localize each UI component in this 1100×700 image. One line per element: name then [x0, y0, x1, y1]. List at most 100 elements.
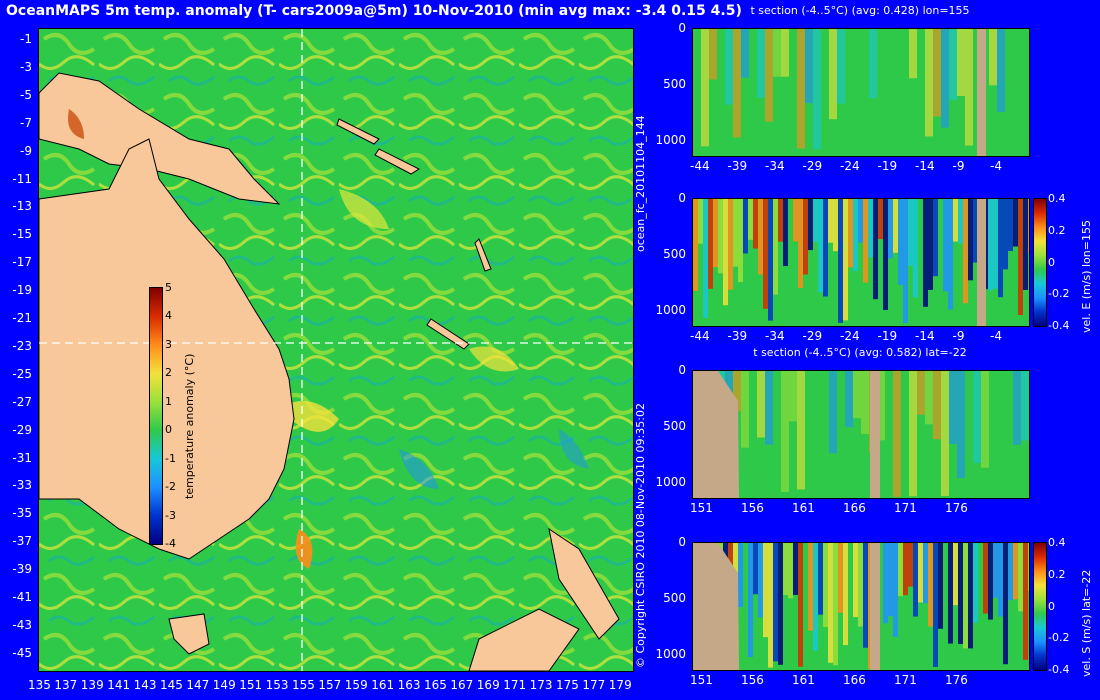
lon-tick-label: 161 [371, 678, 395, 692]
section-colorbar [1033, 542, 1047, 671]
section-x-tick: -4 [990, 159, 1002, 173]
colorbar-tick-label: 0 [165, 423, 172, 437]
lon-tick-label: 159 [344, 678, 368, 692]
lon-tick-label: 165 [424, 678, 447, 692]
lat-tick-label: -21 [12, 311, 32, 325]
lon-tick-label: 149 [212, 678, 236, 692]
lon-tick-label: 135 [28, 678, 51, 692]
lat-tick-label: -39 [12, 562, 32, 577]
section-x-tick: -14 [915, 329, 935, 343]
lon-tick-label: 153 [265, 678, 289, 692]
lon-tick-label: 137 [54, 678, 78, 692]
colorbar-tick-label: -4 [165, 537, 176, 550]
lat-tick-label: -29 [12, 422, 32, 437]
section-x-tick: -9 [952, 159, 965, 173]
section-depth-tick: 1000 [655, 303, 686, 317]
lat-tick-label: -11 [12, 171, 32, 186]
section-depth-tick: 1000 [655, 133, 686, 147]
lat-tick-label: -43 [12, 617, 32, 632]
section-colorbar-tick: -0.4 [1048, 319, 1070, 332]
lat-tick-label: -41 [12, 590, 32, 604]
lat-tick-label: -23 [12, 338, 32, 353]
section-x-tick: 171 [894, 501, 917, 515]
section-colorbar-tick: -0.4 [1048, 663, 1070, 676]
section-x-tick: -19 [877, 329, 898, 343]
section-canvas [693, 29, 1029, 156]
section-colorbar-tick: 0 [1048, 255, 1055, 269]
lon-tick-label: 169 [476, 678, 500, 692]
map-lat-ticks: -1 -3 -5 -7 -9 -11 -13 -15 -17 -19 -21 -23 -25 -27 -29… [0, 28, 36, 670]
section-depth-tick: 0 [678, 191, 686, 205]
colorbar-tick-label: 4 [165, 309, 172, 323]
section-x-tick: -44 [690, 159, 710, 173]
section-depth-tick: 500 [663, 77, 686, 91]
lon-tick-label: 167 [450, 678, 474, 692]
map-colorbar [149, 287, 163, 545]
section-x-tick: -39 [727, 329, 748, 343]
colorbar-tick-label: -1 [165, 451, 176, 465]
section-panel [692, 542, 1030, 671]
map-canvas [39, 29, 633, 671]
section-x-tick: -44 [690, 329, 710, 343]
land-tasmania [168, 613, 210, 655]
section-x-tick: 176 [945, 501, 968, 515]
lat-tick-label: -3 [20, 59, 32, 74]
lon-tick-label: 145 [160, 678, 183, 692]
lon-tick-label: 157 [318, 678, 342, 692]
section-x-tick: 156 [741, 501, 764, 515]
section-x-tick: 151 [690, 501, 713, 515]
section-colorbar-tick: 0.2 [1048, 567, 1066, 581]
section-panel [692, 28, 1030, 157]
lon-tick-label: 151 [239, 678, 263, 692]
land-new-zealand [548, 527, 620, 640]
land-new-caledonia [426, 318, 470, 350]
section-depth-tick: 0 [678, 363, 686, 377]
colorbar-tick-label: 2 [165, 366, 172, 380]
section-title: t section (-4..5°C) (avg: 0.428) lon=155 [750, 4, 970, 17]
section-canvas [693, 543, 1029, 670]
section-x-tick: -34 [765, 159, 785, 173]
section-colorbar-tick: -0.2 [1048, 631, 1070, 645]
section-x-tick: 161 [792, 673, 815, 687]
lat-tick-label: -45 [12, 645, 32, 660]
lat-tick-label: -19 [12, 283, 32, 298]
lat-tick-label: -1 [20, 32, 32, 46]
lat-tick-label: -17 [12, 255, 32, 270]
lat-tick-label: -33 [12, 478, 32, 493]
lon-tick-label: 139 [80, 678, 104, 692]
section-canvas [693, 371, 1029, 498]
section-depth-tick: 500 [663, 591, 686, 605]
section-colorbar-tick: 0 [1048, 599, 1055, 613]
section-colorbar-tick: 0.4 [1048, 536, 1066, 549]
lat-tick-label: -27 [12, 394, 32, 409]
section-x-tick: -14 [915, 159, 935, 173]
lat-tick-label: -9 [20, 143, 32, 158]
section-depth-tick: 1000 [655, 647, 686, 661]
lon-tick-label: 147 [186, 678, 210, 692]
section-x-tick: -34 [765, 329, 785, 343]
section-x-tick: -24 [840, 159, 860, 173]
section-x-tick: 166 [843, 501, 866, 515]
lat-tick-label: -37 [12, 534, 32, 549]
colorbar-tick-label: -3 [165, 508, 176, 522]
section-colorbar-label: vel. E (m/s) lon=155 [1080, 220, 1093, 333]
section-panel [692, 370, 1030, 499]
lon-tick-label: 171 [503, 678, 527, 692]
section-x-tick: 161 [792, 501, 815, 515]
section-canvas [693, 199, 1029, 326]
section-x-tick: -9 [952, 329, 965, 343]
map-lon-ticks: 135 137 139 141 143 145 147 149 151 153 155 157 159 1… [28, 678, 632, 696]
lon-tick-label: 175 [556, 678, 579, 692]
lon-tick-label: 179 [608, 678, 632, 692]
lat-tick-label: -7 [20, 115, 32, 130]
section-depth-tick: 500 [663, 419, 686, 433]
colorbar-tick-label: 3 [165, 337, 172, 351]
section-x-tick: 166 [843, 673, 866, 687]
section-colorbar-tick: 0.4 [1048, 192, 1066, 205]
lat-tick-label: -35 [12, 506, 32, 521]
lon-tick-label: 177 [582, 678, 606, 692]
section-x-tick: -4 [990, 329, 1002, 343]
section-x-tick: -29 [802, 159, 823, 173]
map-colorbar-label: temperature anomaly (°C) [183, 353, 196, 499]
section-title: t section (-4..5°C) (avg: 0.582) lat=-22 [753, 346, 967, 359]
